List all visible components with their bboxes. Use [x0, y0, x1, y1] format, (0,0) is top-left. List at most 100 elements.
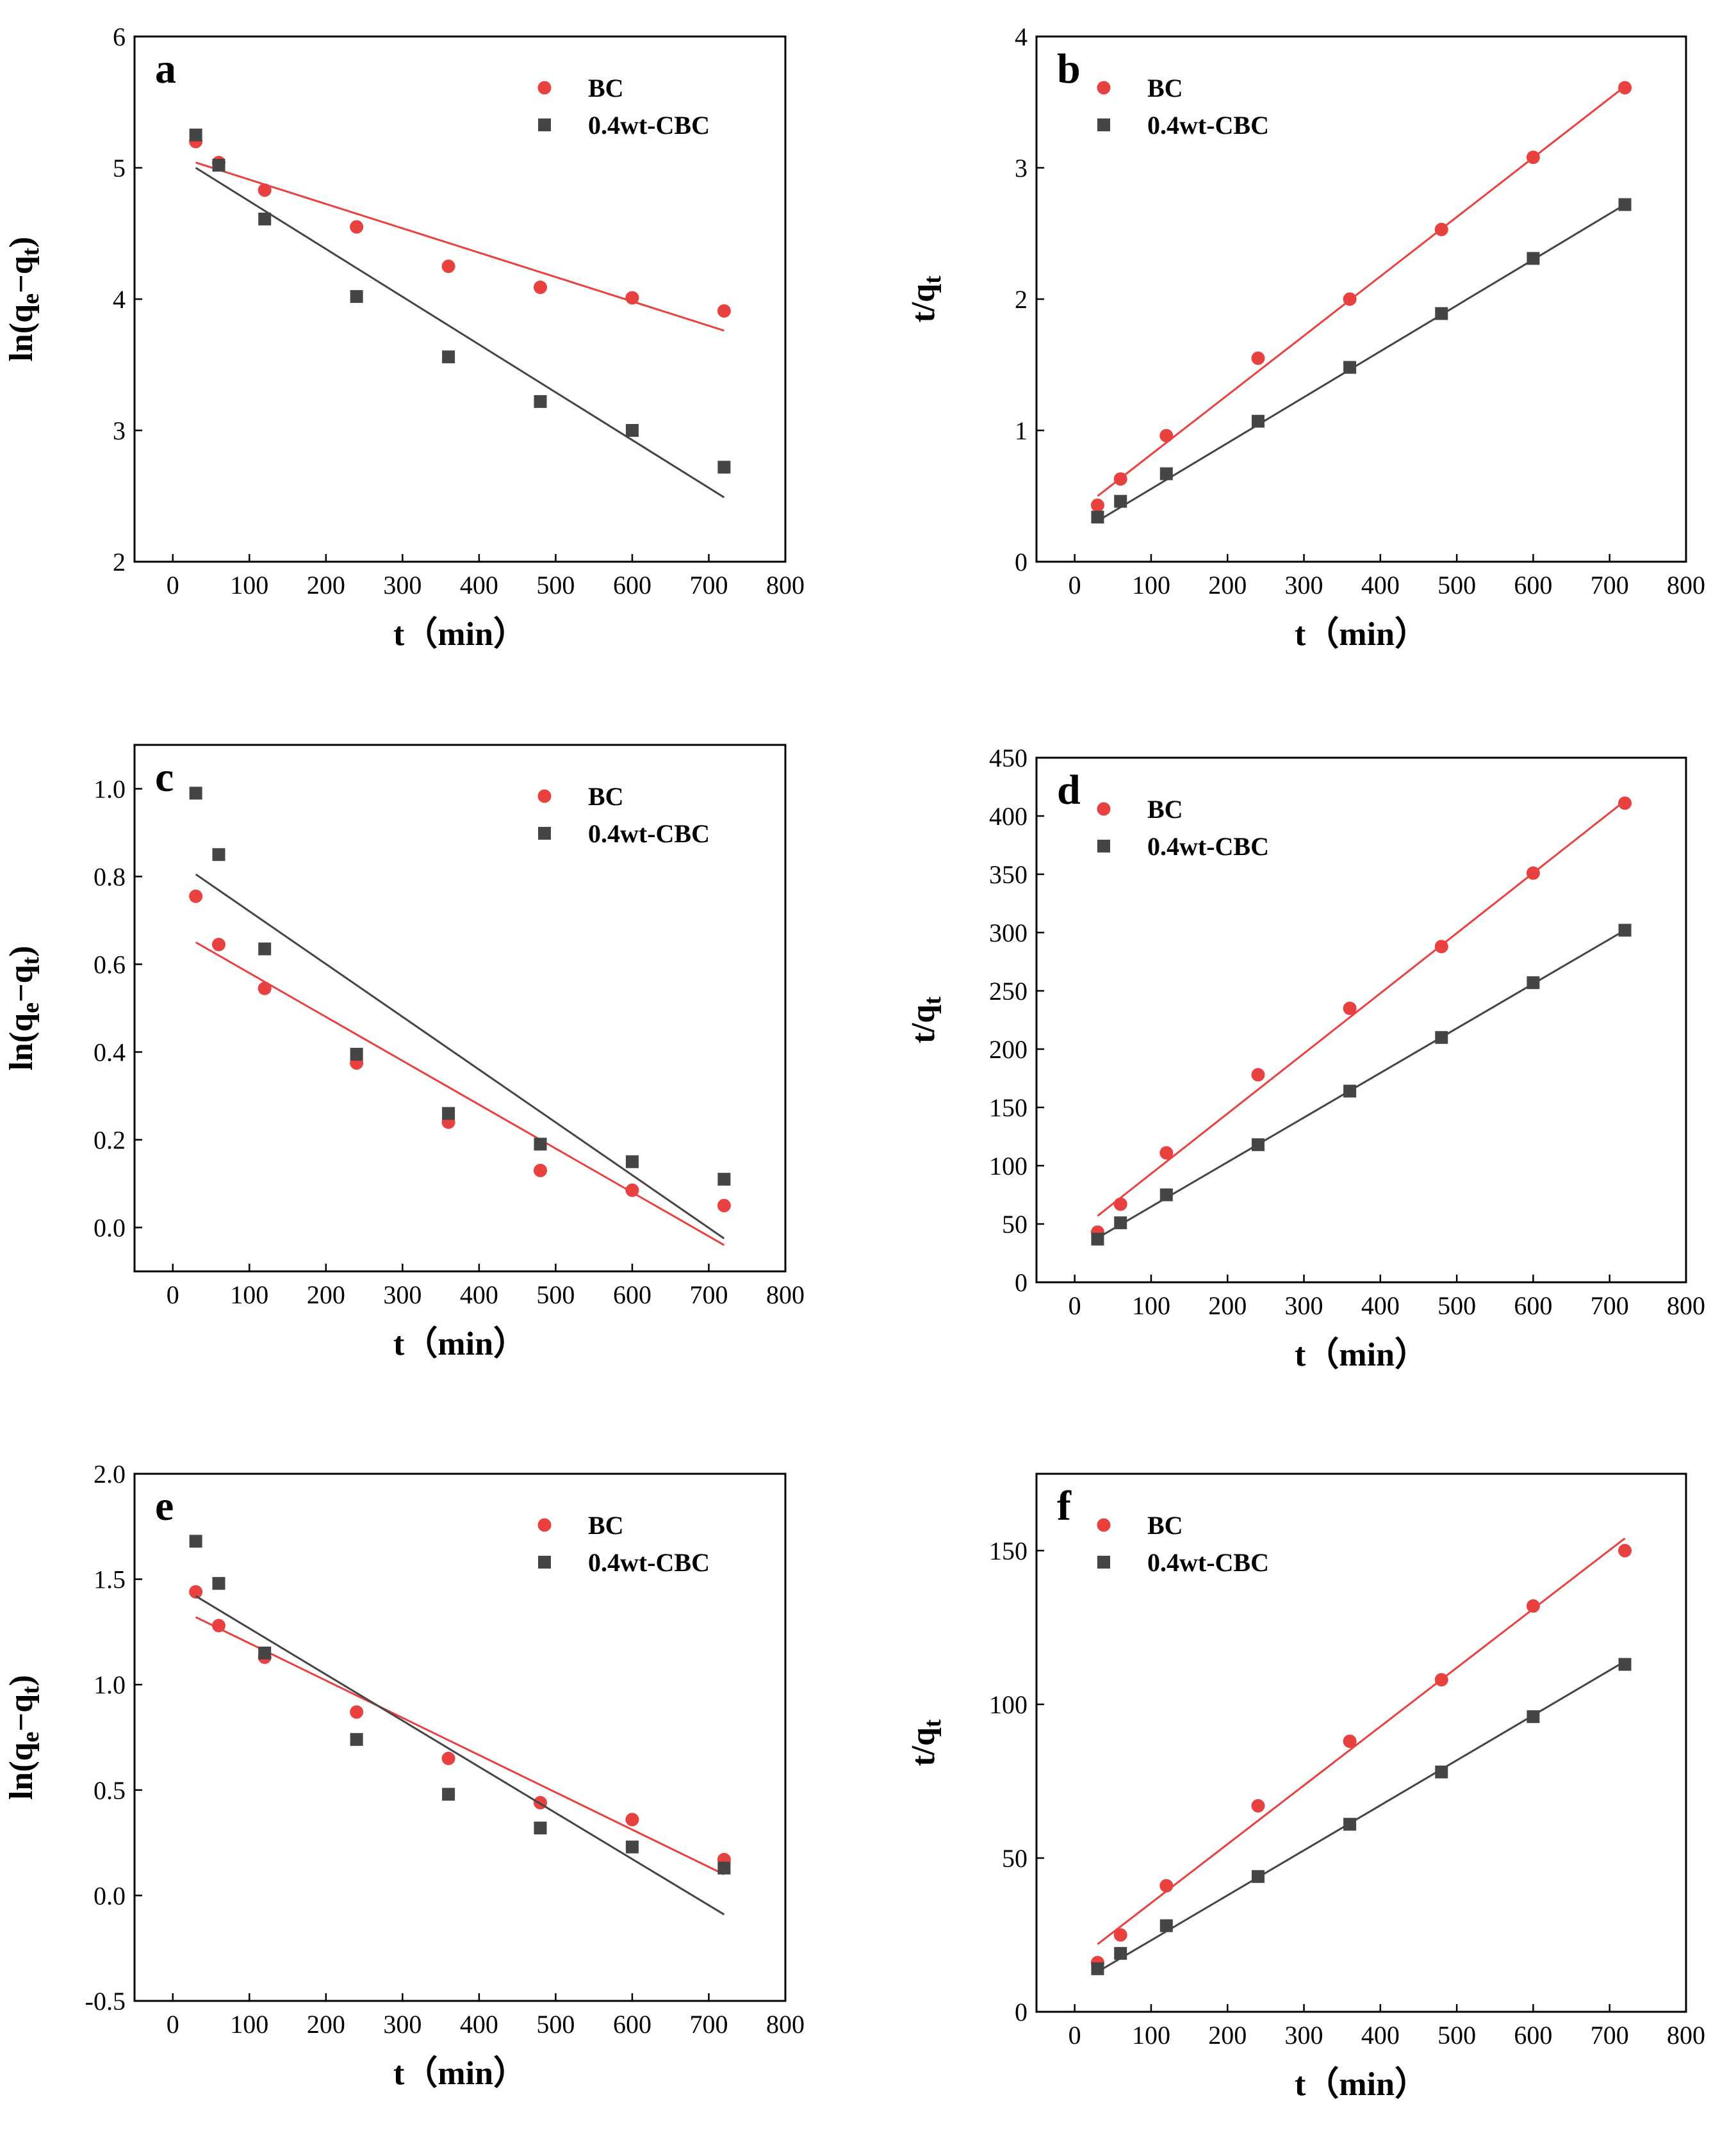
data-point	[1091, 1232, 1104, 1246]
x-tick-label: 100	[230, 2010, 268, 2039]
y-tick-label: 0.4	[94, 1038, 126, 1067]
y-axis-label-subscript: e	[17, 293, 44, 304]
data-point	[1526, 151, 1540, 165]
data-point	[258, 981, 272, 995]
data-point	[258, 212, 272, 225]
y-axis-label-subscript: t	[17, 956, 44, 965]
legend-label: 0.4wt-CBC	[1147, 111, 1269, 140]
series-cbc	[1091, 198, 1632, 524]
x-tick-label: 0	[1069, 571, 1081, 600]
x-tick-label: 800	[766, 571, 805, 600]
data-point	[211, 1619, 225, 1633]
data-point	[1159, 1146, 1174, 1160]
panel-b: 0 100 200 300 400 500 600 700 800 0 1 2 3 4 t（min） t/qt…	[905, 22, 1705, 653]
fit-line	[1097, 1660, 1626, 1973]
y-tick-label: 450	[989, 744, 1028, 772]
legend-label: 0.4wt-CBC	[1147, 1548, 1269, 1577]
data-point	[350, 1047, 363, 1061]
x-axis-label: t（min）	[393, 616, 527, 653]
x-tick-label: 0	[167, 2010, 179, 2039]
legend-marker	[538, 118, 551, 131]
y-axis-label-subscript: t	[919, 1719, 946, 1727]
x-tick-label: 800	[1667, 1291, 1705, 1320]
series-cbc	[189, 1535, 731, 1916]
y-axis-label: ln(qe−qt)	[3, 236, 44, 361]
x-tick-label: 100	[1132, 2021, 1170, 2050]
fit-line	[1097, 204, 1626, 522]
y-tick-label: 1.0	[94, 775, 126, 804]
y-tick-label: 100	[989, 1152, 1028, 1180]
data-point	[1113, 1197, 1127, 1211]
data-point	[1527, 1710, 1540, 1724]
y-axis-label: t/qt	[905, 996, 946, 1043]
data-point	[534, 1163, 548, 1177]
data-point	[189, 128, 202, 142]
legend-marker	[1097, 802, 1111, 816]
x-tick-label: 200	[1208, 2021, 1247, 2050]
fit-line	[195, 941, 725, 1246]
plot-frame	[133, 1472, 787, 2002]
y-axis-label-part: t/q	[905, 1004, 942, 1043]
x-tick-label: 600	[1514, 1291, 1552, 1320]
y-tick-label: -0.5	[85, 1987, 126, 2016]
data-point	[534, 395, 547, 408]
x-tick-label: 800	[1667, 571, 1705, 600]
x-tick-label: 400	[460, 571, 498, 600]
data-point	[717, 1173, 731, 1186]
fit-line	[195, 167, 725, 498]
x-tick-label: 700	[689, 2010, 728, 2039]
data-point	[1113, 472, 1127, 486]
data-point	[534, 1822, 547, 1835]
panel-f: 0 100 200 300 400 500 600 700 800 0 50 100 150 t（min）…	[905, 1472, 1705, 2103]
x-tick-label: 100	[230, 1280, 268, 1309]
y-axis-label: t/qt	[905, 1719, 946, 1766]
data-point	[1434, 1673, 1448, 1687]
data-point	[1618, 1544, 1632, 1558]
data-point	[1159, 1919, 1173, 1932]
y-axis-label-part: −q	[3, 965, 40, 1002]
fit-line	[195, 1595, 725, 1916]
data-point	[442, 1107, 455, 1120]
y-axis-label-subscript: e	[17, 1002, 44, 1013]
panel-d: 0 100 200 300 400 500 600 700 800 0 50 100 150 200 250…	[905, 744, 1705, 1373]
data-point	[1113, 1928, 1127, 1942]
x-tick-label: 600	[613, 1280, 651, 1309]
y-tick-label: 150	[989, 1093, 1028, 1122]
legend-marker	[1097, 840, 1110, 852]
y-tick-label: 3	[1015, 154, 1028, 183]
fit-line	[1097, 1537, 1626, 1945]
y-tick-label: 400	[989, 802, 1028, 831]
data-point	[189, 787, 202, 800]
x-tick-label: 300	[1285, 1291, 1323, 1320]
data-point	[534, 281, 548, 295]
panel-e: 0 100 200 300 400 500 600 700 800 -0.5 0.0 0.5 1.0 1.…	[3, 1460, 805, 2092]
data-point	[625, 1183, 639, 1197]
x-tick-label: 400	[460, 1280, 498, 1309]
y-axis-label-part: t/q	[905, 1727, 942, 1766]
y-tick-label: 2	[1015, 285, 1028, 314]
data-point	[1618, 198, 1632, 211]
y-axis-label-part: )	[3, 945, 40, 956]
data-point	[1434, 940, 1448, 954]
x-tick-label: 300	[1285, 2021, 1323, 2050]
data-point	[1159, 467, 1173, 480]
data-point	[1251, 1870, 1265, 1883]
series-bc	[1090, 1537, 1632, 1970]
x-tick-label: 500	[536, 1280, 575, 1309]
y-axis-label-part: t/q	[905, 284, 942, 323]
data-point	[350, 1705, 364, 1719]
y-tick-label: 100	[989, 1690, 1028, 1719]
y-tick-label: 0	[1015, 548, 1028, 576]
data-point	[1090, 498, 1104, 512]
panel-label: f	[1057, 1483, 1072, 1529]
y-tick-label: 3	[113, 416, 126, 445]
x-axis-label: t（min）	[1295, 1336, 1428, 1373]
x-tick-label: 700	[689, 571, 728, 600]
x-tick-label: 200	[307, 1280, 345, 1309]
x-tick-label: 0	[1069, 1291, 1081, 1320]
data-point	[625, 424, 639, 437]
x-tick-label: 700	[1591, 2021, 1629, 2050]
x-tick-label: 600	[1514, 2021, 1552, 2050]
series-bc	[189, 889, 731, 1246]
y-axis-label-part: −q	[3, 1694, 40, 1732]
